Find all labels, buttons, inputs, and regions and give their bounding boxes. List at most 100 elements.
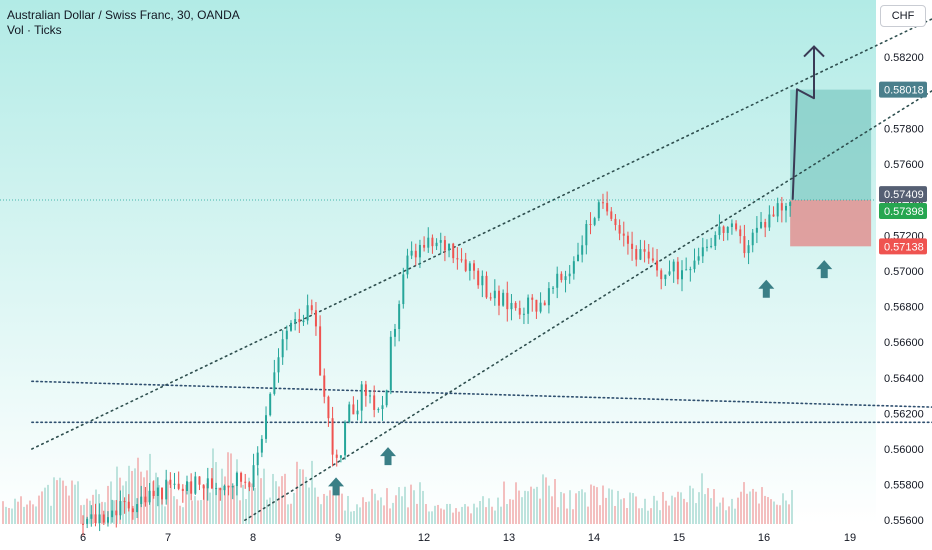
volume-bar xyxy=(374,493,376,524)
projection-path[interactable] xyxy=(791,46,815,200)
candle-body xyxy=(785,205,788,211)
candle-body xyxy=(219,488,222,491)
target-zone[interactable] xyxy=(790,89,872,201)
volume-bar xyxy=(599,505,601,524)
candle xyxy=(722,225,725,242)
candle-body xyxy=(473,263,476,271)
volume-bar xyxy=(113,500,115,524)
time-axis[interactable]: 6 7 8 9 12 13 14 15 16 19 xyxy=(80,532,856,544)
price-badge-bg xyxy=(879,238,927,255)
candle xyxy=(393,323,396,347)
candle-body xyxy=(331,418,334,455)
candle-body xyxy=(289,322,292,331)
horizontal-line-1[interactable] xyxy=(31,380,932,411)
channel-upper-line[interactable] xyxy=(31,0,932,450)
candle-body xyxy=(123,501,126,503)
price-badge-bg xyxy=(879,186,927,203)
candle xyxy=(136,498,139,519)
volume-bar xyxy=(710,498,712,524)
candle-body xyxy=(552,287,555,289)
volume-bar xyxy=(344,510,346,524)
candle xyxy=(452,242,455,264)
candle-body xyxy=(539,302,542,312)
candle xyxy=(527,294,530,324)
volume-bar xyxy=(530,486,532,524)
candle-body xyxy=(281,339,284,358)
candle xyxy=(185,475,188,495)
candle-body xyxy=(751,232,754,246)
candle-body xyxy=(410,250,413,256)
volume-bar xyxy=(752,488,754,524)
up-arrow-icon[interactable] xyxy=(380,447,397,466)
candle xyxy=(235,471,238,496)
candle xyxy=(577,242,580,262)
candle xyxy=(531,294,534,312)
candle-body xyxy=(668,271,671,275)
candle-body xyxy=(240,472,243,482)
volume-bar xyxy=(257,468,259,524)
volume-bar xyxy=(755,491,757,524)
volume-bar xyxy=(155,472,157,524)
candle-body xyxy=(385,390,388,406)
candle-body xyxy=(194,476,197,494)
candle xyxy=(398,300,401,342)
candle-body xyxy=(635,248,638,260)
arrow-markers[interactable] xyxy=(328,260,833,496)
price-badge: 0.57138 xyxy=(879,238,927,255)
volume-bar xyxy=(83,504,85,524)
candle xyxy=(331,406,334,467)
candle-body xyxy=(431,237,434,247)
candle-body xyxy=(202,484,205,489)
position-zones[interactable] xyxy=(790,89,872,247)
volume-bar xyxy=(284,473,286,524)
volume-indicator-label[interactable]: Vol · Ticks xyxy=(7,23,62,37)
symbol-title[interactable]: Australian Dollar / Swiss Franc, 30, OAN… xyxy=(7,8,240,22)
volume-bar xyxy=(275,481,277,524)
candle-body xyxy=(581,245,584,255)
price-badge-bg xyxy=(879,81,927,98)
up-arrow-icon[interactable] xyxy=(816,260,833,279)
candle xyxy=(689,266,692,282)
volume-bar xyxy=(77,481,79,524)
volume-bar xyxy=(365,501,367,524)
volume-bar xyxy=(788,504,790,524)
currency-button[interactable]: CHF xyxy=(880,5,926,27)
candle xyxy=(414,243,417,266)
volume-bar xyxy=(500,506,502,524)
stop-zone[interactable] xyxy=(790,200,872,247)
candle-body xyxy=(768,214,771,228)
volume-bar xyxy=(386,488,388,524)
candle xyxy=(273,359,276,396)
volume-bar xyxy=(80,505,82,524)
candle xyxy=(306,294,309,325)
volume-bar xyxy=(218,487,220,524)
volume-bar xyxy=(209,492,211,524)
trend-lines[interactable] xyxy=(0,0,932,522)
candle-body xyxy=(406,255,409,275)
candle xyxy=(772,206,775,217)
candle-body xyxy=(477,270,480,286)
up-arrow-icon[interactable] xyxy=(758,279,775,298)
candle xyxy=(169,472,172,488)
y-tick-label: 0.55600 xyxy=(884,515,924,527)
up-arrow-icon[interactable] xyxy=(328,477,345,496)
candle xyxy=(298,308,301,334)
price-axis[interactable]: 0.582000.580000.578000.576000.574000.572… xyxy=(884,52,924,527)
volume-bar xyxy=(230,453,232,524)
candle-body xyxy=(464,259,467,271)
volume-bar xyxy=(491,506,493,524)
volume-bar xyxy=(47,484,49,524)
candle xyxy=(502,289,505,307)
volume-bar xyxy=(200,500,202,524)
volume-bar xyxy=(623,498,625,524)
volume-bar xyxy=(182,507,184,524)
candle xyxy=(127,494,130,512)
volume-bar xyxy=(353,511,355,524)
candle xyxy=(327,395,330,427)
volume-bar xyxy=(341,493,343,524)
candle xyxy=(194,471,197,495)
volume-bar xyxy=(254,487,256,524)
candle-body xyxy=(327,396,330,419)
